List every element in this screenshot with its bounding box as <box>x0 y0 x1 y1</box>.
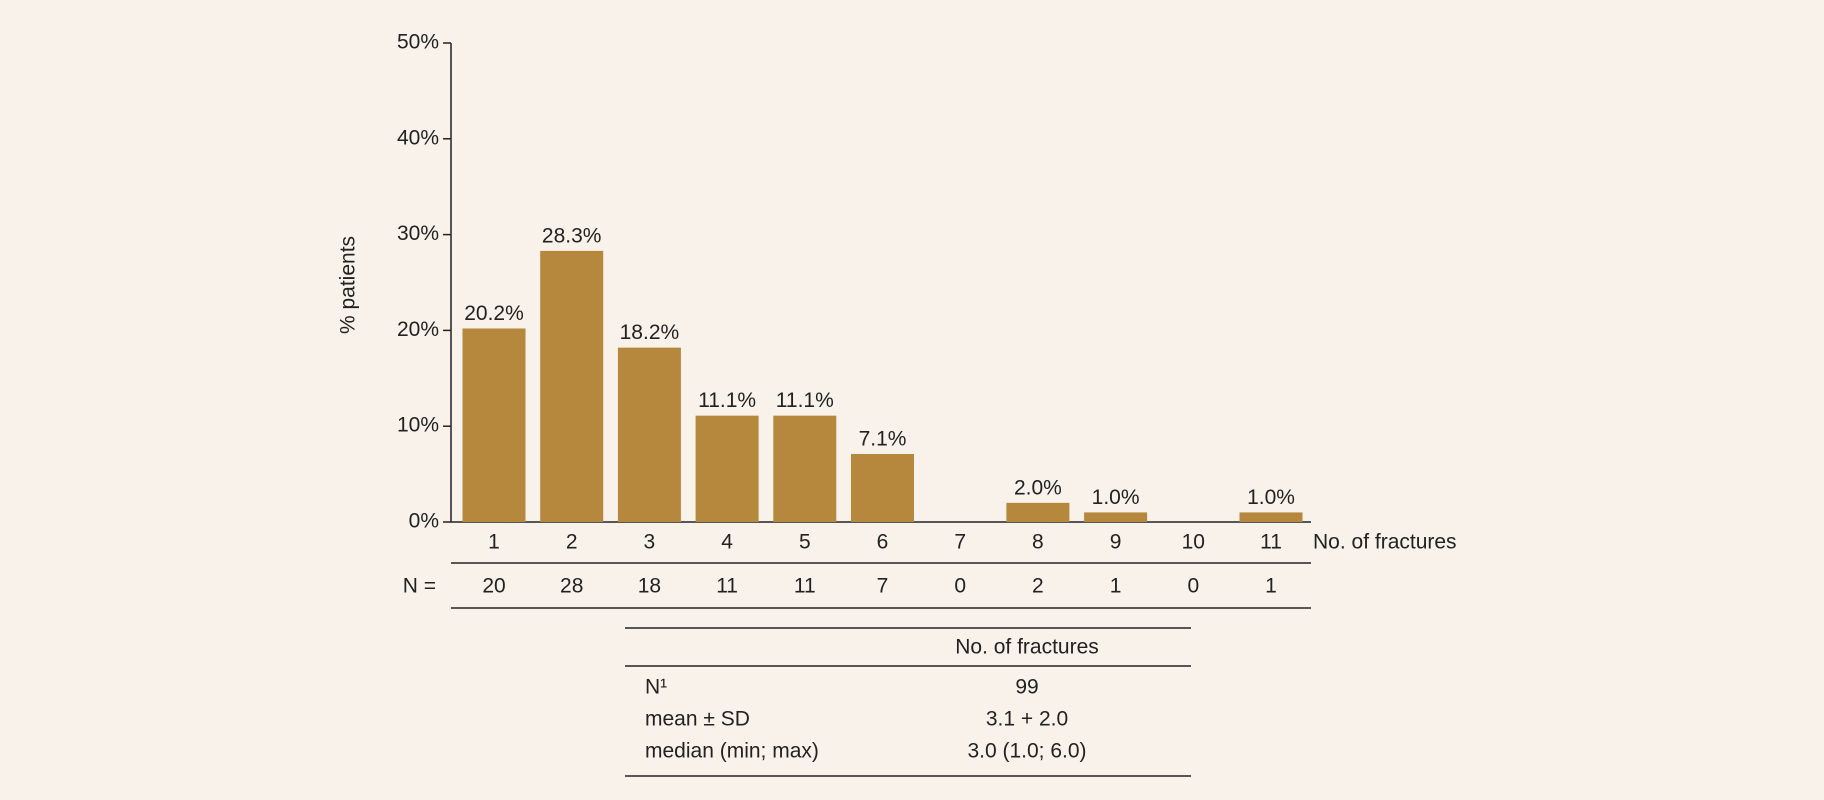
bar <box>617 347 681 522</box>
stats-header: No. of fractures <box>955 636 1099 659</box>
value-label: 28.3% <box>542 224 602 247</box>
x-axis-label: No. of fractures <box>1313 531 1457 554</box>
bar <box>1239 512 1303 522</box>
n-value: 18 <box>638 575 661 598</box>
y-tick-label: 0% <box>409 510 439 533</box>
x-tick-label: 2 <box>566 531 578 554</box>
x-tick-label: 5 <box>799 531 811 554</box>
y-axis-label: % patients <box>337 236 360 334</box>
x-tick-label: 6 <box>877 531 889 554</box>
value-label: 20.2% <box>464 302 524 325</box>
x-tick-label: 4 <box>721 531 733 554</box>
value-label: 1.0% <box>1092 486 1140 509</box>
bar <box>1006 502 1070 522</box>
y-tick-label: 30% <box>397 222 439 245</box>
stats-value: 3.0 (1.0; 6.0) <box>967 740 1086 763</box>
value-label: 11.1% <box>698 389 756 412</box>
y-tick-label: 50% <box>397 31 439 54</box>
bar <box>773 415 837 522</box>
stats-value: 99 <box>1015 676 1038 699</box>
stats-label: median (min; max) <box>645 740 819 763</box>
bar <box>540 250 604 523</box>
x-tick-label: 10 <box>1182 531 1205 554</box>
x-tick-label: 1 <box>488 531 500 554</box>
x-tick-label: 3 <box>644 531 656 554</box>
stats-label: mean ± SD <box>645 708 750 731</box>
y-tick-label: 20% <box>397 318 439 341</box>
value-label: 11.1% <box>776 389 834 412</box>
n-value: 1 <box>1265 575 1277 598</box>
x-tick-label: 9 <box>1110 531 1122 554</box>
stats-value: 3.1 + 2.0 <box>986 708 1068 731</box>
n-value: 7 <box>877 575 889 598</box>
value-label: 18.2% <box>620 321 680 344</box>
n-value: 2 <box>1032 575 1044 598</box>
value-label: 7.1% <box>859 428 907 451</box>
n-value: 20 <box>482 575 505 598</box>
n-value: 0 <box>954 575 966 598</box>
n-value: 11 <box>794 575 816 598</box>
n-value: 1 <box>1110 575 1122 598</box>
value-label: 2.0% <box>1014 476 1062 499</box>
n-value: 0 <box>1187 575 1199 598</box>
y-tick-label: 40% <box>397 126 439 149</box>
x-tick-label: 7 <box>954 531 966 554</box>
x-tick-label: 11 <box>1260 531 1282 554</box>
bar <box>695 415 759 522</box>
x-tick-label: 8 <box>1032 531 1044 554</box>
n-label: N = <box>403 575 436 598</box>
stats-label: N¹ <box>645 676 667 699</box>
n-value: 28 <box>560 575 583 598</box>
bar <box>462 328 526 522</box>
value-label: 1.0% <box>1247 486 1295 509</box>
bar <box>851 453 914 522</box>
n-value: 11 <box>716 575 738 598</box>
bar <box>1084 512 1148 522</box>
y-tick-label: 10% <box>397 414 439 437</box>
